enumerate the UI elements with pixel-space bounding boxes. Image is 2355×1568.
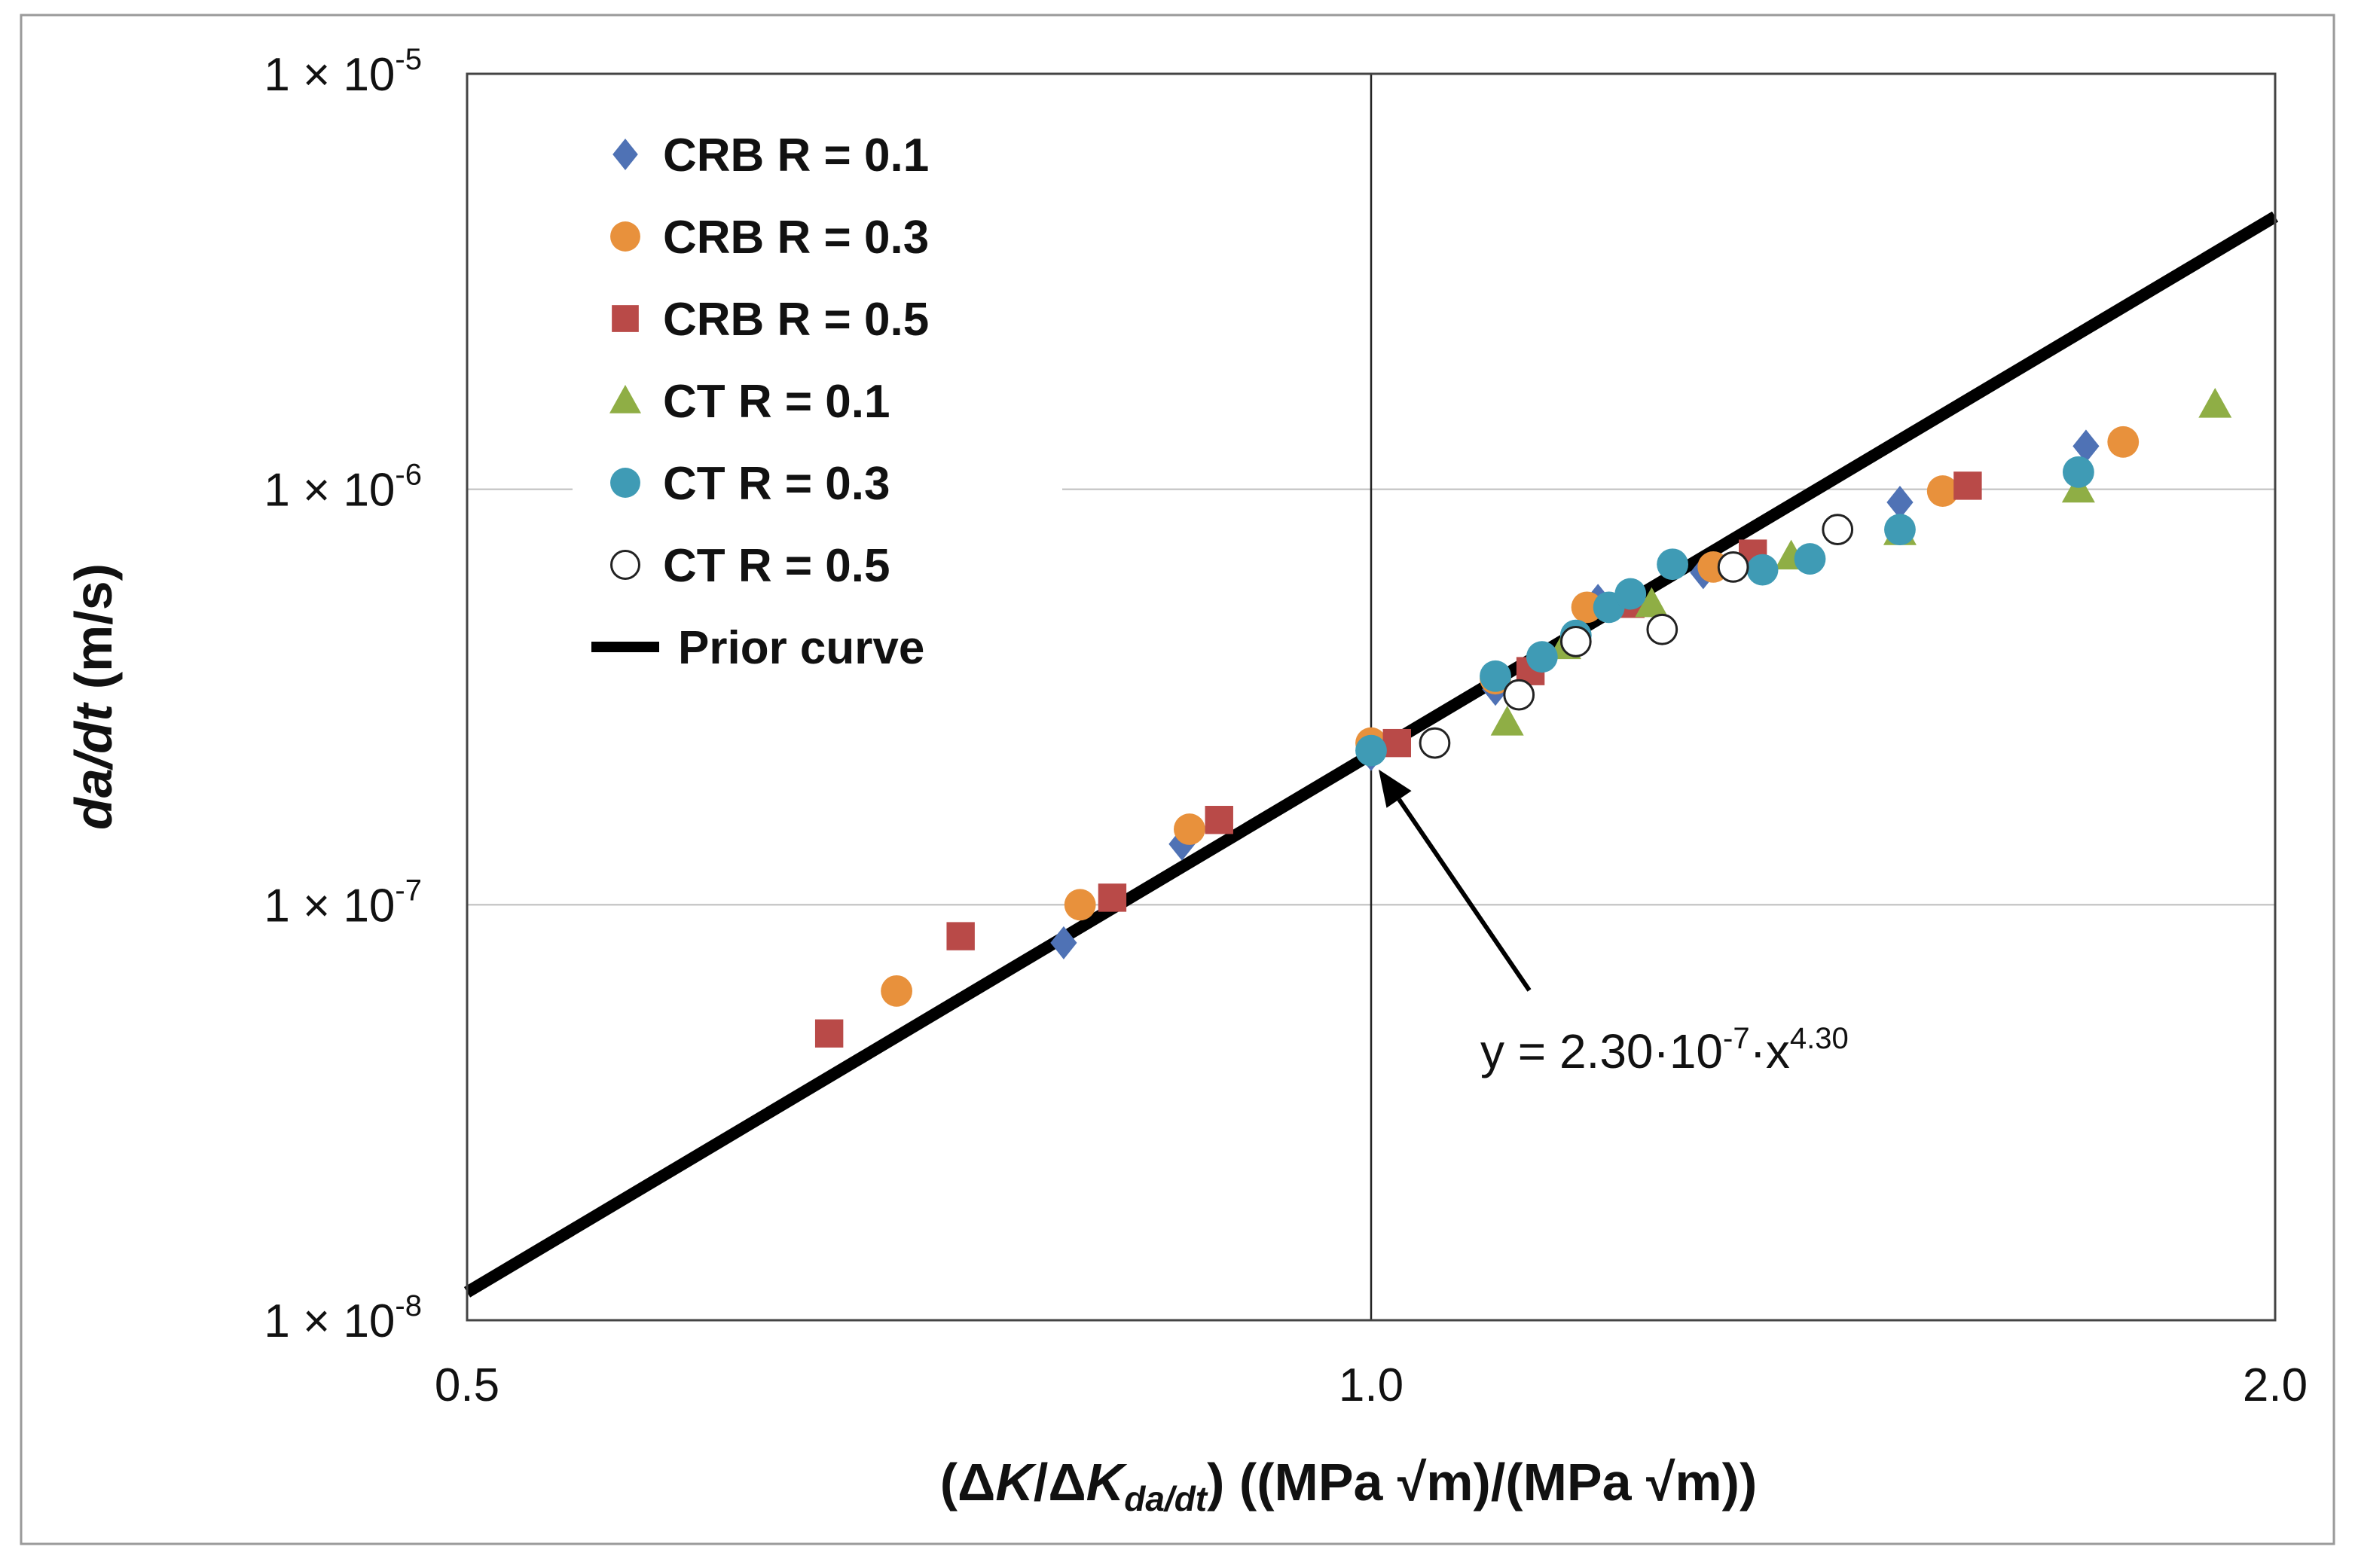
data-point [1646, 613, 1678, 645]
legend-marker [610, 468, 640, 498]
chart-frame [20, 14, 2335, 1545]
fit-equation: y = 2.30·10-7·x4.30 [1480, 1022, 1849, 1078]
data-points [814, 388, 2232, 1048]
data-point [881, 975, 913, 1007]
data-point [814, 1019, 844, 1048]
fit-annotation: y = 2.30·10-7·x4.30 [1379, 769, 1849, 1078]
data-point [1098, 883, 1127, 912]
data-point [1794, 543, 1826, 575]
legend-marker [610, 550, 640, 580]
data-point [1050, 926, 1077, 959]
data-point [1657, 548, 1689, 581]
plot-area-border [466, 72, 2277, 1322]
data-point [1926, 475, 1959, 507]
legend-marker [610, 221, 640, 252]
data-point [2062, 456, 2094, 488]
legend-label: CT R = 0.1 [663, 376, 890, 428]
legend-label: CRB R = 0.3 [663, 212, 929, 264]
data-point [1480, 660, 1511, 692]
tick-labels: 1 × 10-5 1 × 10-6 1 × 10-7 1 × 10-80.5 1.0 2.… [264, 43, 2308, 1411]
legend-label: Prior curve [678, 622, 924, 674]
data-point [2072, 429, 2100, 463]
y-tick-label: 1 × 10-5 [264, 43, 422, 101]
x-tick-label: 1.0 [1339, 1359, 1404, 1411]
data-point [1571, 591, 1603, 624]
legend-background [573, 113, 1062, 674]
data-point [1635, 587, 1669, 618]
y-tick-label: 1 × 10-6 [264, 459, 422, 517]
y-axis-title: da/dt (m/s) [64, 563, 123, 830]
legend: CRB R = 0.1 CRB R = 0.3 CRB R = 0.5 CT R = … [573, 113, 1062, 674]
data-point [1355, 734, 1387, 767]
data-point [1614, 578, 1647, 610]
data-point [1503, 679, 1535, 711]
x-tick-label: 0.5 [435, 1359, 499, 1411]
data-point [2198, 388, 2232, 418]
data-point [1490, 705, 1524, 736]
legend-label: CRB R = 0.5 [663, 294, 929, 346]
legend-marker [612, 139, 638, 170]
x-axis-title: (ΔK/ΔKda/dt) ((MPa √m)/(MPa √m)) [940, 1453, 1758, 1518]
data-point [1419, 727, 1451, 759]
data-point [1886, 486, 1914, 520]
data-point [1526, 641, 1558, 673]
data-point [1822, 514, 1854, 545]
data-point [1884, 514, 1916, 546]
legend-items: CRB R = 0.1 CRB R = 0.3 CRB R = 0.5 CT R = … [591, 130, 929, 674]
y-tick-label: 1 × 10-8 [264, 1289, 422, 1347]
y-tick-label: 1 × 10-7 [264, 874, 422, 932]
legend-label: CRB R = 0.1 [663, 130, 929, 182]
data-point [1064, 889, 1096, 921]
data-point [946, 922, 975, 950]
x-tick-label: 2.0 [2243, 1359, 2308, 1411]
legend-marker [612, 305, 639, 332]
data-point [1746, 554, 1779, 586]
annotation-arrow-head [1379, 769, 1412, 808]
data-point [1559, 626, 1592, 657]
annotation-arrow [1397, 798, 1532, 992]
data-point [1174, 813, 1205, 845]
legend-marker [609, 385, 641, 413]
data-point [1717, 551, 1749, 583]
data-point [1953, 471, 1982, 500]
data-point [2107, 426, 2140, 458]
data-point [1205, 806, 1233, 834]
legend-label: CT R = 0.5 [663, 540, 890, 592]
legend-label: CT R = 0.3 [663, 458, 890, 510]
data-point [1382, 728, 1411, 758]
